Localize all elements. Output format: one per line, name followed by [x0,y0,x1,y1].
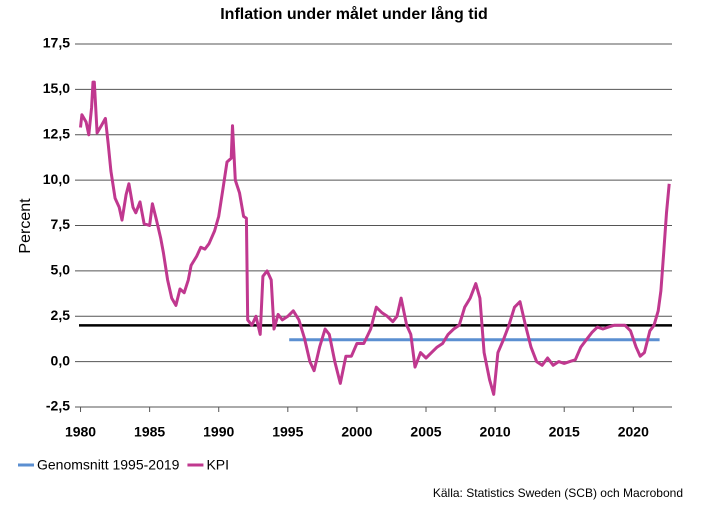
legend-label: Genomsnitt 1995-2019 [37,457,180,473]
y-tick-label: 12,5 [43,125,70,141]
x-tick-label: 1995 [272,424,303,440]
line-series [79,80,671,396]
x-tick-label: 1990 [203,424,234,440]
x-tick-label: 1980 [65,424,96,440]
x-tick-label: 1985 [134,424,165,440]
x-tick-label: 2005 [410,424,441,440]
x-tick-label: 2015 [549,424,580,440]
x-tick-label: 2010 [480,424,511,440]
x-tick-label: 2020 [618,424,649,440]
legend-label: KPI [206,457,229,473]
y-tick-label: -2,5 [46,398,70,414]
y-tick-label: 5,0 [51,262,71,278]
y-tick-label: 15,0 [43,80,70,96]
source-note: Källa: Statistics Sweden (SCB) och Macro… [433,486,683,500]
chart-title: Inflation under målet under lång tid [220,5,488,23]
y-tick-label: 0,0 [51,352,71,368]
y-tick-label: 17,5 [43,35,70,51]
y-tick-label: 7,5 [51,216,71,232]
y-axis-label: Percent [17,198,34,254]
x-tick-label: 2000 [341,424,372,440]
y-tick-label: 2,5 [51,307,71,323]
y-tick-label: 10,0 [43,171,70,187]
